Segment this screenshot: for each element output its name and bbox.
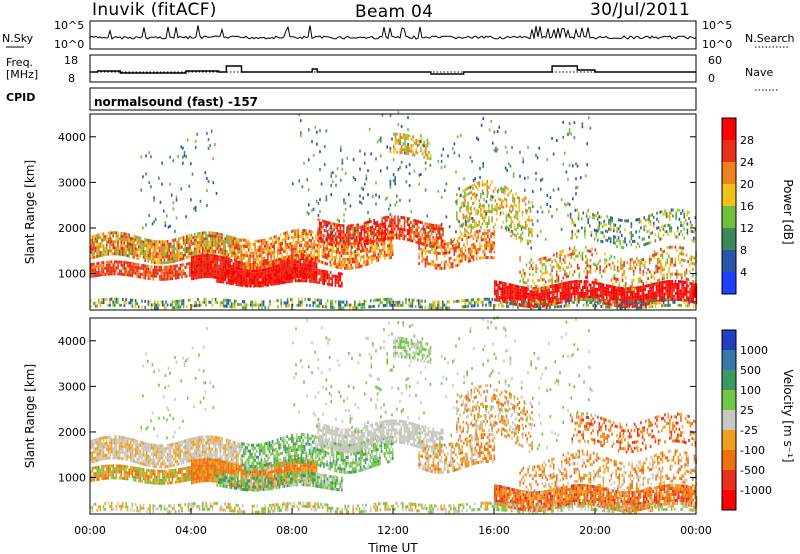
cpid-value: normalsound (fast) -157 xyxy=(94,95,258,109)
x-tick-label: 00:00 xyxy=(680,524,712,537)
colorbar-tick-label: -1000 xyxy=(740,484,772,497)
colorbar-tick-label: -25 xyxy=(740,424,758,437)
velocity-ylabel: Slant Range [km] xyxy=(23,364,37,468)
colorbar-tick-label: 8 xyxy=(740,244,747,257)
colorbar-swatch xyxy=(722,118,736,140)
colorbar-swatch xyxy=(722,390,736,410)
colorbar-swatch xyxy=(722,410,736,430)
beam-title: Beam 04 xyxy=(355,2,434,22)
colorbar-swatch xyxy=(722,350,736,370)
colorbar-swatch xyxy=(722,206,736,228)
x-axis-label: Time UT xyxy=(367,541,418,554)
colorbar-tick-label: 1000 xyxy=(740,344,768,357)
colorbar-tick-label: 24 xyxy=(740,156,754,169)
cpid-box xyxy=(89,87,697,111)
freq-tick-top: 18 xyxy=(64,54,78,67)
x-axis: 00:00 04:00 08:00 12:00 16:00 20:00 00:00 xyxy=(74,304,712,537)
velocity-colorbar: 1000 500 100 25 -25 -100 -500 -1000 xyxy=(721,329,772,511)
nsearch-label: N.Search xyxy=(745,32,795,45)
x-tick-label: 20:00 xyxy=(579,524,611,537)
nave-tick-bottom: 0 xyxy=(708,72,715,85)
colorbar-swatch xyxy=(722,272,736,294)
y-tick-label: 2000 xyxy=(58,222,86,235)
colorbar-swatch xyxy=(722,184,736,206)
colorbar-tick-label: 25 xyxy=(740,404,754,417)
colorbar-tick-label: 100 xyxy=(740,384,761,397)
x-tick-label: 00:00 xyxy=(74,524,106,537)
nsky-label: N.Sky xyxy=(2,32,34,45)
freq-label: Freq. xyxy=(6,56,33,69)
colorbar-tick-label: 20 xyxy=(740,178,754,191)
colorbar-tick-label: 16 xyxy=(740,200,754,213)
colorbar-swatch xyxy=(722,450,736,470)
station-title: Inuvik (fitACF) xyxy=(92,0,217,20)
y-tick-label: 3000 xyxy=(58,380,86,393)
freq-unit: [MHz] xyxy=(6,68,38,81)
nave-label: Nave xyxy=(745,66,773,79)
x-tick-label: 08:00 xyxy=(276,524,308,537)
colorbar-tick-label: 12 xyxy=(740,222,754,235)
colorbar-tick-label: 4 xyxy=(740,266,747,279)
nsky-tick-bottom: 10^0 xyxy=(54,38,84,51)
colorbar-tick-label: -100 xyxy=(740,444,765,457)
power-ylabel: Slant Range [km] xyxy=(23,160,37,264)
colorbar-swatch xyxy=(722,250,736,272)
power-colorbar-label: Power [dB] xyxy=(781,179,795,244)
freq-tick-bottom: 8 xyxy=(68,72,75,85)
x-tick-label: 04:00 xyxy=(175,524,207,537)
colorbar-swatch xyxy=(722,140,736,162)
power-colorbar: 4 8 12 16 20 24 28 xyxy=(721,117,754,295)
colorbar-swatch xyxy=(722,430,736,450)
colorbar-swatch xyxy=(722,330,736,350)
freq-strip: Freq. [MHz] 18 8 60 0 Nave xyxy=(6,54,778,91)
velocity-colorbar-label: Velocity [m s⁻¹] xyxy=(781,369,795,462)
colorbar-tick-label: 500 xyxy=(740,364,761,377)
y-tick-label: 4000 xyxy=(58,335,86,348)
colorbar-swatch xyxy=(722,470,736,490)
x-tick-label: 16:00 xyxy=(478,524,510,537)
colorbar-tick-label: 28 xyxy=(740,134,754,147)
colorbar-swatch xyxy=(722,162,736,184)
y-tick-label: 3000 xyxy=(58,176,86,189)
nave-tick-top: 60 xyxy=(708,54,722,67)
date-title: 30/Jul/2011 xyxy=(590,0,691,20)
nsearch-tick-top: 10^5 xyxy=(702,19,732,32)
y-tick-label: 4000 xyxy=(58,131,86,144)
nsearch-tick-bottom: 10^0 xyxy=(702,38,732,51)
nsky-tick-top: 10^5 xyxy=(54,19,84,32)
y-tick-label: 1000 xyxy=(58,268,86,281)
cpid-label: CPID xyxy=(6,91,35,104)
colorbar-swatch xyxy=(722,228,736,250)
velocity-panel: 1000 2000 3000 4000 Slant Range [km] xyxy=(23,316,698,515)
colorbar-swatch xyxy=(722,490,736,510)
nsky-strip: N.Sky 10^5 10^0 10^5 10^0 N.Search xyxy=(2,19,795,51)
colorbar-tick-label: -500 xyxy=(740,464,765,477)
y-tick-label: 1000 xyxy=(58,472,86,485)
y-tick-label: 2000 xyxy=(58,426,86,439)
x-tick-label: 12:00 xyxy=(377,524,409,537)
power-panel: 1000 2000 3000 4000 Slant Range [km] xyxy=(23,111,698,311)
colorbar-swatch xyxy=(722,370,736,390)
